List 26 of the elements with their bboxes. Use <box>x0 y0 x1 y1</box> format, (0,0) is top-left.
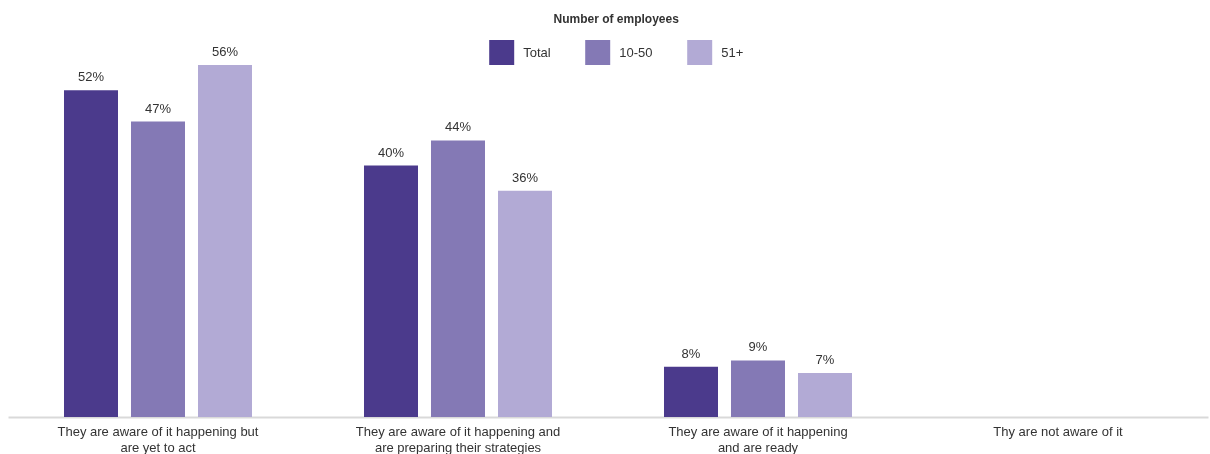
data-label: 56% <box>211 44 239 59</box>
data-label: 8% <box>681 345 701 361</box>
legend-label: 51+ <box>721 44 744 60</box>
legend-title: Number of employees <box>553 12 680 26</box>
x-tick-label: Thy are not aware of it <box>993 423 1124 439</box>
bar <box>64 90 118 417</box>
bar <box>664 366 718 417</box>
data-label: 52% <box>77 69 105 85</box>
bar <box>798 373 852 417</box>
x-tick-label: They are aware of it happening and are preparing their strategies <box>355 423 561 454</box>
bar <box>198 65 252 417</box>
data-label: 36% <box>511 169 539 185</box>
legend-label: Total <box>523 44 551 60</box>
legend-label: 10-50 <box>619 44 653 60</box>
x-tick-label: They are aware of it happening and are ready <box>668 423 848 454</box>
x-tick-label: They are aware of it happening but are yet to act <box>57 423 259 454</box>
bar <box>731 360 785 417</box>
bar <box>131 121 185 417</box>
data-label: 7% <box>815 352 835 367</box>
data-label: 47% <box>144 100 172 116</box>
data-label: 9% <box>748 339 768 355</box>
bar <box>498 190 552 417</box>
data-label: 40% <box>377 144 405 160</box>
data-label: 44% <box>444 119 472 135</box>
bar <box>364 165 418 417</box>
bar <box>431 140 485 417</box>
